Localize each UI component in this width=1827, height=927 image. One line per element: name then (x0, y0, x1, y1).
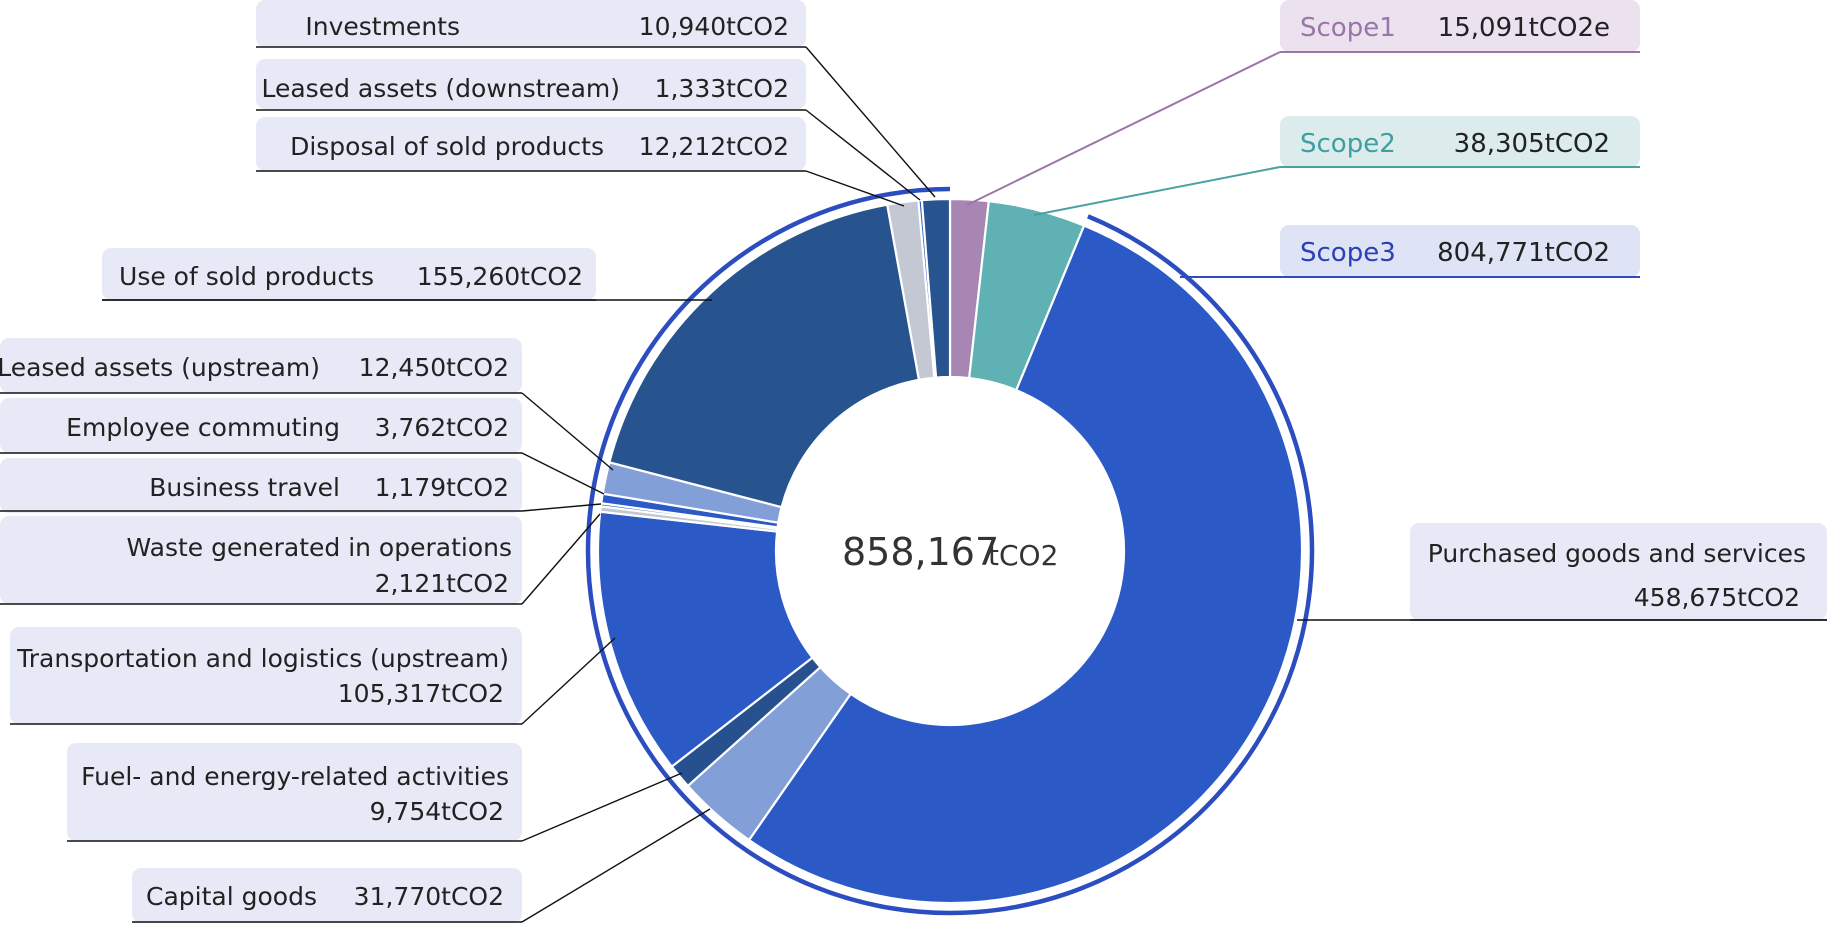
callout-employee-commuting: Employee commuting 3,762tCO2 (0, 398, 605, 495)
leader-line (521, 808, 711, 923)
callout-capital-goods: Capital goods 31,770tCO2 (132, 808, 711, 923)
callout-name: Purchased goods and services (1428, 539, 1806, 568)
callout-disposal: Disposal of sold products 12,212tCO2 (256, 117, 905, 207)
scope-box (1280, 0, 1640, 52)
scope-scope3: Scope3 804,771tCO2 (1180, 225, 1640, 278)
callout-name: Capital goods (146, 882, 317, 911)
slice-investments (920, 197, 952, 379)
callout-fuel-energy: Fuel- and energy-related activities 9,754… (67, 743, 683, 842)
scope-label: Scope1 (1300, 13, 1396, 43)
callout-value: 12,450tCO2 (359, 353, 509, 382)
callout-name: Business travel (149, 473, 340, 502)
callout-name: Leased assets (upstream) (0, 353, 320, 382)
scope-box (1280, 225, 1640, 277)
callout-box (10, 627, 522, 724)
callout-leased-upstream: Leased assets (upstream) 12,450tCO2 (0, 338, 614, 471)
leader-line (805, 109, 921, 201)
callout-name: Use of sold products (119, 262, 374, 291)
scope-leader-line (966, 51, 1281, 206)
callout-value: 155,260tCO2 (417, 262, 583, 291)
total-label: 858,167 (842, 530, 999, 574)
callout-name: Disposal of sold products (290, 132, 604, 161)
callout-box (0, 458, 522, 513)
callout-value: 10,940tCO2 (639, 12, 789, 41)
callout-transportation-upstream: Transportation and logistics (upstream) 1… (10, 627, 616, 725)
callout-value: 105,317tCO2 (338, 679, 504, 708)
callout-name: Waste generated in operations (127, 533, 512, 562)
scope-legend: Scope1 15,091tCO2e Scope2 38,305tCO2 Scope3 8… (966, 0, 1640, 278)
leader-line (521, 513, 601, 605)
scope-value: 15,091tCO2e (1438, 13, 1610, 43)
callout-box (132, 868, 522, 923)
callout-box (0, 516, 522, 604)
scope-value: 38,305tCO2 (1454, 129, 1610, 159)
leader-line (521, 452, 605, 495)
total-unit: tCO2 (988, 539, 1058, 572)
leader-line (805, 170, 905, 207)
leader-line (805, 46, 936, 198)
donut-slices (596, 197, 1304, 905)
callout-leased-downstream: Leased assets (downstream) 1,333tCO2 (256, 59, 921, 201)
scope-scope1: Scope1 15,091tCO2e (966, 0, 1640, 206)
slice-purchased-goods (747, 224, 1304, 905)
callout-value: 1,333tCO2 (655, 74, 789, 103)
leader-line (521, 503, 602, 512)
scope-box (1280, 116, 1640, 167)
leader-line (521, 392, 614, 471)
scope-label: Scope3 (1300, 238, 1396, 268)
callout-name: Investments (305, 12, 460, 41)
callout-business-travel: Business travel 1,179tCO2 (0, 458, 602, 513)
scope-scope2: Scope2 38,305tCO2 (1033, 116, 1640, 216)
slice-transportation-upstream (596, 510, 814, 769)
slice-use-of-sold (608, 203, 921, 509)
callout-box (256, 0, 806, 47)
scope3-ring (585, 186, 1315, 916)
callout-name: Transportation and logistics (upstream) (16, 644, 509, 673)
callout-use-of-sold: Use of sold products 155,260tCO2 (102, 248, 712, 301)
scope-label: Scope2 (1300, 129, 1396, 159)
callout-name: Employee commuting (66, 413, 340, 442)
callout-box (256, 117, 806, 171)
callout-value: 458,675tCO2 (1634, 583, 1800, 612)
callout-value: 12,212tCO2 (639, 132, 789, 161)
callout-value: 9,754tCO2 (370, 797, 504, 826)
callout-name: Fuel- and energy-related activities (81, 762, 509, 791)
callout-box (0, 398, 522, 453)
scope-value: 804,771tCO2 (1437, 238, 1610, 268)
scope-leader-line (1033, 166, 1281, 216)
callout-box (67, 743, 522, 841)
leader-line (521, 637, 616, 725)
callout-box (102, 248, 596, 300)
callout-box (1410, 523, 1827, 620)
callout-value: 3,762tCO2 (375, 413, 509, 442)
callout-investments: Investments 10,940tCO2 (256, 0, 936, 198)
leader-line (521, 772, 683, 842)
callout-waste: Waste generated in operations 2,121tCO2 (0, 513, 601, 605)
callout-box (0, 338, 522, 393)
callout-value: 31,770tCO2 (354, 882, 504, 911)
callout-value: 2,121tCO2 (375, 569, 509, 598)
callout-name: Leased assets (downstream) (261, 74, 620, 103)
callout-value: 1,179tCO2 (375, 473, 509, 502)
callout-box (256, 59, 806, 109)
callout-purchased-goods: Purchased goods and services 458,675tCO2 (1297, 523, 1827, 621)
